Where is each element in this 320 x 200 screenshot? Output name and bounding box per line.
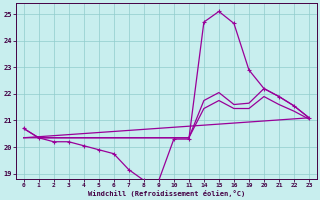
- X-axis label: Windchill (Refroidissement éolien,°C): Windchill (Refroidissement éolien,°C): [88, 190, 245, 197]
